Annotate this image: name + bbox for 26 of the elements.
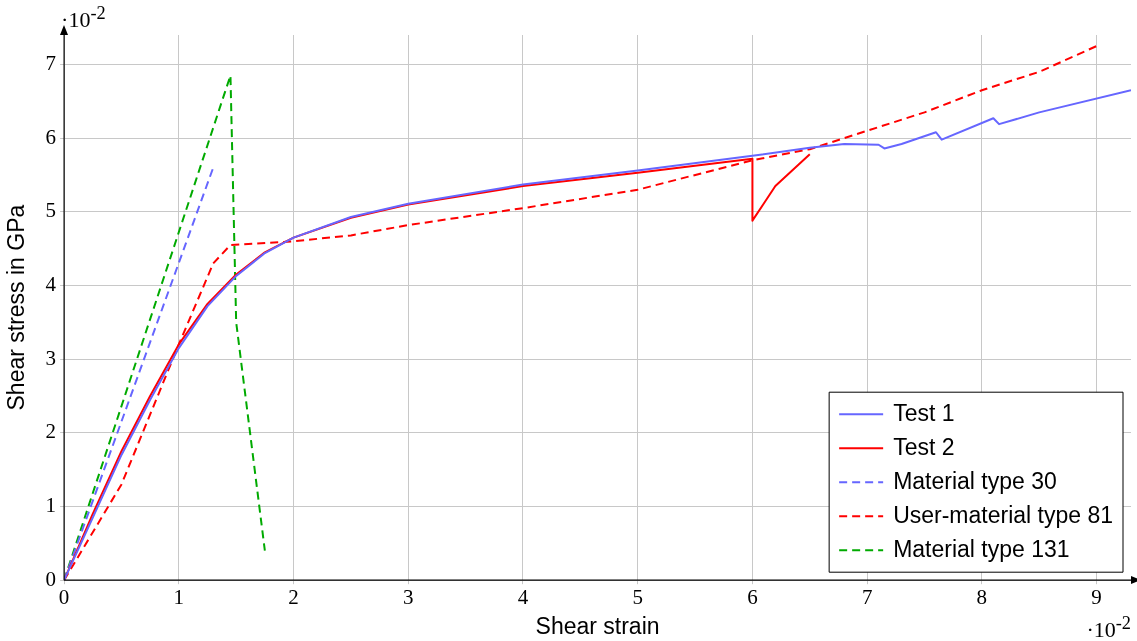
- x-tick-label: 2: [288, 585, 299, 610]
- text: ·10$^{-2}$: [61, 3, 106, 33]
- x-tick-label: 5: [632, 585, 643, 610]
- x-axis-title: Shear strain: [535, 612, 660, 639]
- legend-label: Material type 131: [893, 535, 1070, 562]
- x-tick-label: 9: [1091, 585, 1102, 610]
- x-tick-label: 8: [976, 585, 988, 610]
- legend-label: Test 2: [893, 433, 955, 460]
- x-tick-label: 1: [173, 585, 185, 610]
- y-tick-label: 6: [45, 124, 57, 149]
- x-tick-label: 7: [861, 585, 873, 610]
- y-axis-title: Shear stress in GPa: [3, 204, 30, 411]
- legend-label: Material type 30: [893, 467, 1057, 494]
- y-tick-label: 7: [45, 50, 57, 75]
- text: ·10$^{-2}$: [1086, 613, 1131, 641]
- y-tick-label: 0: [45, 566, 57, 591]
- y-tick-label: 3: [45, 345, 57, 370]
- legend-label: Test 1: [893, 399, 955, 426]
- x-tick-label: 6: [747, 585, 758, 610]
- y-tick-label: 1: [45, 493, 57, 518]
- x-tick-label: 3: [403, 585, 414, 610]
- y-tick-label: 5: [45, 198, 57, 223]
- y-tick-label: 2: [45, 419, 57, 444]
- y-tick-label: 4: [45, 272, 57, 297]
- legend-label: User-material type 81: [893, 501, 1113, 528]
- x-tick-label: 4: [517, 585, 529, 610]
